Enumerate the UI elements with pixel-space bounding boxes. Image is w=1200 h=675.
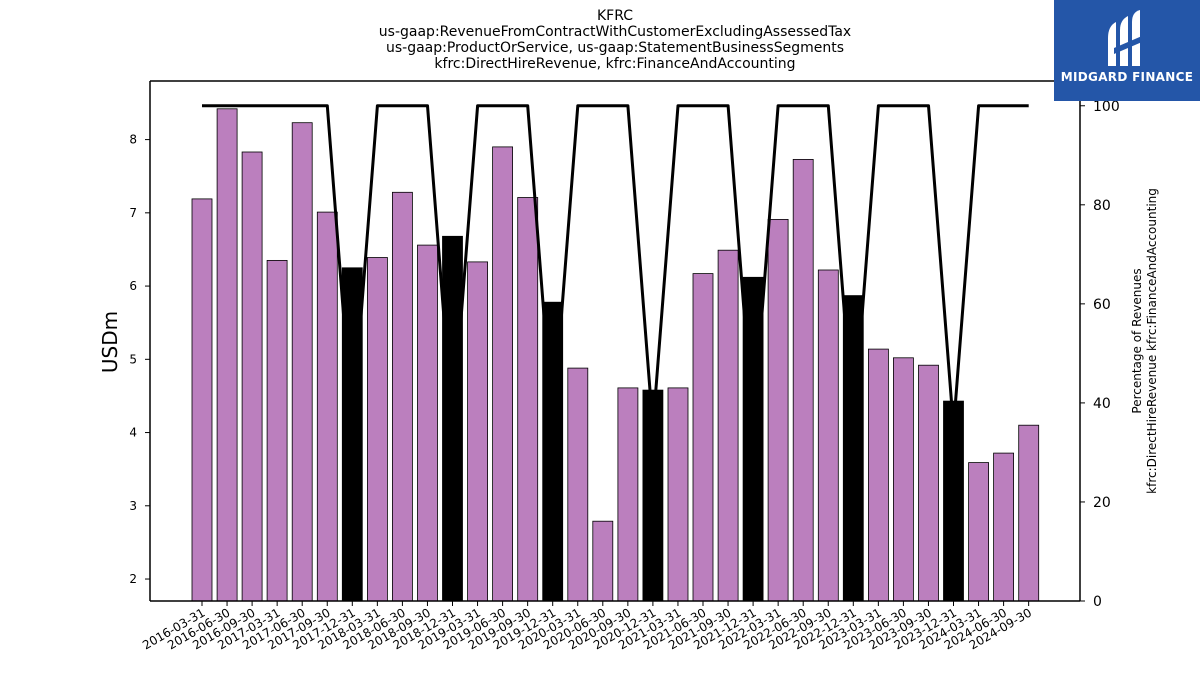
bar bbox=[592, 520, 614, 602]
bar bbox=[191, 198, 213, 602]
bar bbox=[567, 367, 589, 602]
bar bbox=[792, 158, 814, 602]
y2-tick-label: 20 bbox=[1093, 495, 1111, 511]
y-tick-label: 7 bbox=[129, 206, 137, 220]
bar bbox=[717, 249, 739, 602]
percentage-line-series bbox=[202, 104, 1029, 430]
bar bbox=[1018, 424, 1040, 602]
bar bbox=[366, 257, 388, 602]
y-axis-ticks: 2 3 4 5 6 7 8 bbox=[129, 133, 150, 586]
y2-tick-label: 80 bbox=[1093, 198, 1111, 214]
bar bbox=[918, 364, 939, 602]
bar bbox=[467, 261, 489, 602]
bar bbox=[968, 462, 989, 602]
bar bbox=[216, 108, 238, 602]
y-axis-label: USDm bbox=[98, 311, 122, 373]
bar-series bbox=[191, 108, 1040, 602]
bar bbox=[266, 259, 288, 602]
bar bbox=[692, 273, 714, 602]
title-line: us-gaap:ProductOrService, us-gaap:Statem… bbox=[386, 40, 844, 56]
percentage-line bbox=[202, 104, 1029, 430]
y-tick-label: 3 bbox=[129, 499, 137, 513]
bar bbox=[868, 348, 889, 602]
bar bbox=[417, 244, 438, 602]
bar bbox=[391, 191, 413, 602]
y2-axis-label: Percentage of Revenues kfrc:DirectHireRev… bbox=[1130, 188, 1159, 494]
bar bbox=[667, 387, 689, 602]
y-tick-label: 8 bbox=[129, 133, 137, 147]
chart-title: KFRCus-gaap:RevenueFromContractWithCusto… bbox=[379, 8, 851, 72]
bar bbox=[893, 357, 914, 602]
y2-axis-ticks: 0 20 40 60 80 100 bbox=[1080, 99, 1120, 610]
bar bbox=[617, 387, 639, 602]
logo-text: MIDGARD FINANCE bbox=[1060, 70, 1194, 84]
bar bbox=[316, 211, 338, 602]
y2-tick-label: 100 bbox=[1093, 99, 1120, 115]
y-tick-label: 5 bbox=[129, 352, 137, 366]
y2-axis-label-line: Percentage of Revenues bbox=[1130, 268, 1144, 413]
bar bbox=[943, 400, 964, 602]
title-line: kfrc:DirectHireRevenue, kfrc:FinanceAndA… bbox=[434, 56, 795, 72]
bar bbox=[817, 269, 839, 602]
midgard-logo-icon bbox=[1108, 10, 1142, 66]
bar bbox=[492, 146, 514, 602]
y2-axis-label-line: kfrc:DirectHireRevenue kfrc:FinanceAndAc… bbox=[1145, 188, 1159, 494]
y-tick-label: 6 bbox=[129, 279, 137, 293]
bar bbox=[767, 218, 789, 602]
bar bbox=[517, 197, 539, 602]
title-line: us-gaap:RevenueFromContractWithCustomerE… bbox=[379, 24, 851, 40]
x-axis-ticks: 2016-03-312016-06-302016-09-302017-03-31… bbox=[140, 601, 1034, 652]
title-line: KFRC bbox=[597, 8, 633, 24]
y-tick-label: 2 bbox=[129, 572, 137, 586]
y2-tick-label: 40 bbox=[1093, 396, 1111, 412]
bar bbox=[341, 267, 363, 602]
axes bbox=[149, 80, 1081, 602]
y2-tick-label: 0 bbox=[1093, 594, 1102, 610]
bar bbox=[993, 452, 1014, 602]
midgard-finance-logo: MIDGARD FINANCE bbox=[1054, 0, 1200, 101]
bar bbox=[241, 151, 263, 602]
y-tick-label: 4 bbox=[129, 426, 137, 440]
bar bbox=[291, 122, 313, 602]
y2-tick-label: 60 bbox=[1093, 297, 1111, 313]
